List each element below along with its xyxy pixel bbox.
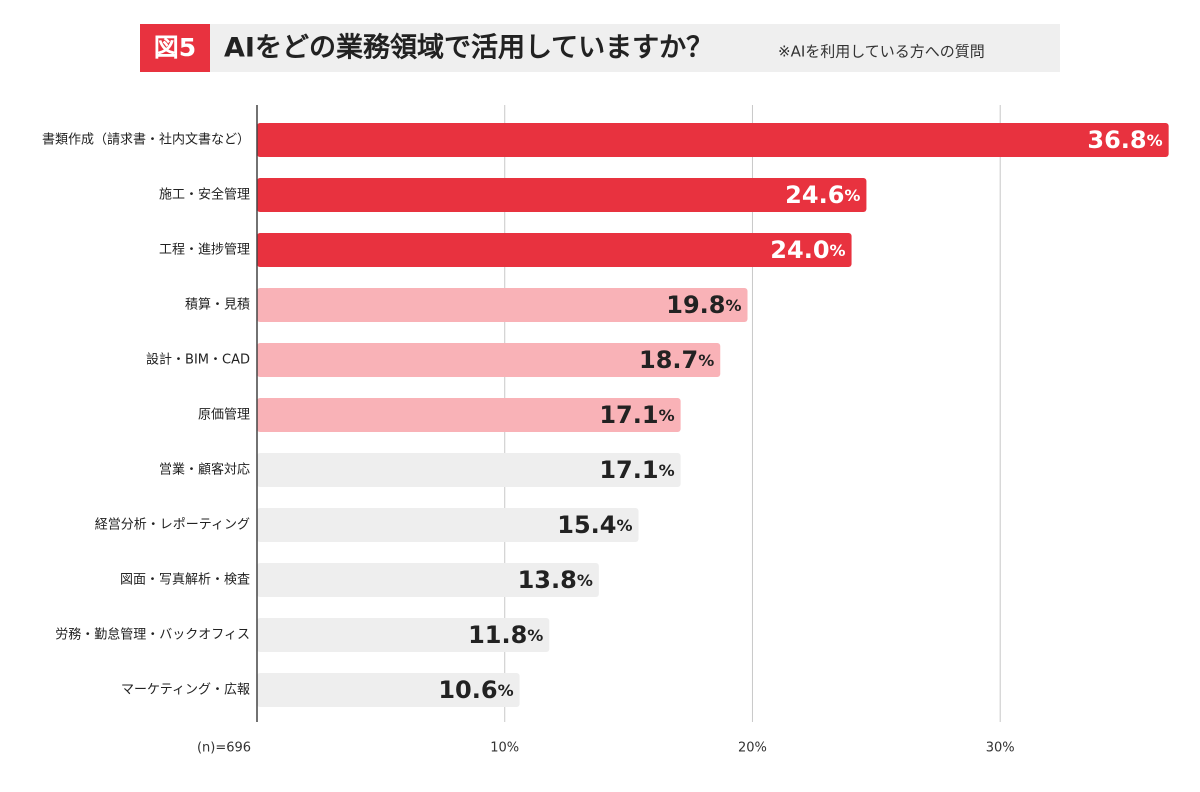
value-unit: % (659, 406, 675, 425)
chart-subtitle: ※AIを利用している方への質問 (778, 43, 985, 61)
value-label: 17.1% (599, 456, 674, 484)
bar (257, 453, 681, 487)
bar (257, 343, 721, 377)
value-unit: % (498, 681, 514, 700)
category-label: 積算・見積 (185, 298, 250, 313)
title-background (140, 24, 1060, 72)
x-tick-label: 30% (986, 741, 1015, 756)
category-label: 原価管理 (198, 408, 250, 423)
category-label: 設計・BIM・CAD (146, 352, 250, 368)
value-unit: % (725, 296, 741, 315)
value-number: 18.7 (639, 346, 698, 374)
category-label: マーケティング・広報 (121, 683, 250, 698)
x-tick-label: 10% (490, 741, 519, 756)
value-number: 13.8 (518, 566, 577, 594)
value-label: 15.4% (557, 511, 632, 539)
bar (257, 233, 852, 267)
bar (257, 288, 748, 322)
value-number: 24.0 (770, 236, 829, 264)
value-label: 10.6% (438, 676, 513, 704)
x-tick-label: 20% (738, 741, 767, 756)
chart-title: AIをどの業務領域で活用していますか？ (224, 32, 713, 64)
value-unit: % (698, 351, 714, 370)
value-number: 19.8 (666, 291, 725, 319)
category-label: 工程・進捗管理 (159, 243, 250, 258)
bar (257, 508, 639, 542)
value-number: 10.6 (438, 676, 497, 704)
value-label: 17.1% (599, 401, 674, 429)
value-unit: % (577, 571, 593, 590)
value-number: 24.6 (785, 181, 844, 209)
value-unit: % (844, 186, 860, 205)
badge-background (140, 24, 210, 72)
value-label: 19.8% (666, 291, 741, 319)
value-unit: % (830, 241, 846, 260)
bar (257, 563, 599, 597)
bar (257, 673, 520, 707)
value-label: 24.6% (785, 181, 860, 209)
value-label: 13.8% (518, 566, 593, 594)
category-label: 営業・顧客対応 (159, 462, 250, 478)
badge: 図5 (154, 33, 196, 62)
bar (257, 618, 550, 652)
category-label: 図面・写真解析・検査 (120, 573, 250, 588)
bar (257, 178, 867, 212)
value-unit: % (616, 516, 632, 535)
value-number: 17.1 (599, 401, 658, 429)
value-label: 36.8% (1087, 126, 1162, 154)
value-label: 18.7% (639, 346, 714, 374)
category-label: 経営分析・レポーティング (95, 518, 250, 533)
value-label: 24.0% (770, 236, 845, 264)
value-number: 11.8 (468, 621, 527, 649)
value-unit: % (527, 626, 543, 645)
bar (257, 398, 681, 432)
category-label: 書類作成（請求書・社内文書など） (42, 132, 250, 148)
category-label: 労務・勤怠管理・バックオフィス (55, 627, 250, 643)
value-unit: % (1147, 131, 1163, 150)
value-label: 11.8% (468, 621, 543, 649)
category-label: 施工・安全管理 (159, 187, 250, 203)
value-number: 17.1 (599, 456, 658, 484)
bar (257, 123, 1169, 157)
sample-note: (n)=696 (197, 741, 251, 756)
value-number: 36.8 (1087, 126, 1146, 154)
value-number: 15.4 (557, 511, 616, 539)
value-unit: % (659, 461, 675, 480)
